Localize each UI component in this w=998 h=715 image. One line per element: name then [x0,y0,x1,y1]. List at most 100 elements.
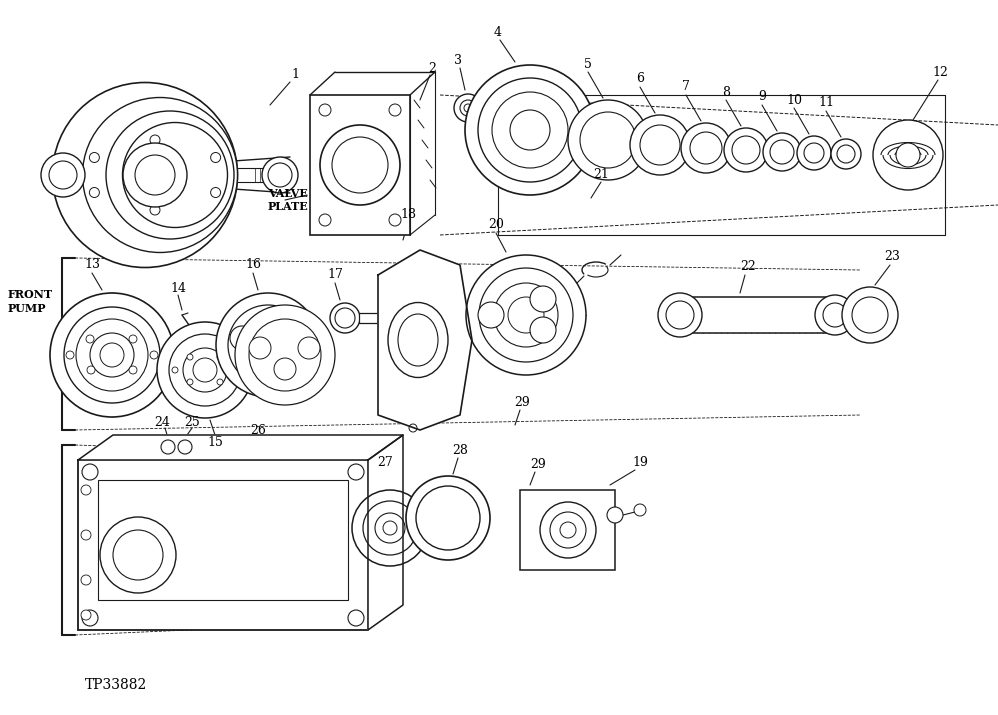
Circle shape [383,521,397,535]
Circle shape [66,351,74,359]
Circle shape [90,333,134,377]
Circle shape [298,337,320,359]
Circle shape [169,334,241,406]
Circle shape [465,65,595,195]
Circle shape [81,610,91,620]
Text: 17: 17 [327,269,343,282]
Circle shape [274,358,296,380]
Circle shape [607,507,623,523]
Circle shape [681,123,731,173]
Circle shape [837,145,855,163]
Circle shape [172,367,178,373]
Circle shape [409,424,417,432]
Circle shape [217,354,223,360]
Circle shape [90,187,100,197]
Circle shape [113,530,163,580]
Circle shape [466,255,586,375]
Text: 20: 20 [488,219,504,232]
Circle shape [724,128,768,172]
Circle shape [187,379,193,385]
Circle shape [658,293,702,337]
Circle shape [823,303,847,327]
Circle shape [352,490,428,566]
Polygon shape [378,250,472,430]
Circle shape [256,347,280,371]
Circle shape [332,137,388,193]
Circle shape [389,214,401,226]
Circle shape [81,530,91,540]
Text: 2: 2 [428,61,436,74]
Circle shape [81,575,91,585]
Circle shape [249,337,271,359]
Circle shape [348,610,364,626]
Circle shape [330,303,360,333]
Circle shape [666,301,694,329]
Text: 23: 23 [884,250,900,264]
Circle shape [123,143,187,207]
Text: 27: 27 [377,455,393,468]
Text: 28: 28 [452,443,468,456]
Circle shape [100,517,176,593]
Text: 25: 25 [184,415,200,428]
Text: 8: 8 [722,86,730,99]
Text: 21: 21 [593,167,609,180]
Circle shape [842,287,898,343]
Circle shape [217,379,223,385]
Ellipse shape [398,314,438,366]
Circle shape [348,464,364,480]
Circle shape [804,143,824,163]
Circle shape [389,104,401,116]
Circle shape [640,125,680,165]
Circle shape [510,110,550,150]
Text: 12: 12 [932,66,948,79]
Circle shape [41,153,85,197]
Circle shape [232,367,238,373]
Circle shape [550,512,586,548]
Text: PUMP: PUMP [8,302,47,313]
Circle shape [49,161,77,189]
Circle shape [389,310,405,326]
Ellipse shape [388,302,448,378]
Text: 26: 26 [250,423,265,436]
Bar [359,313,394,323]
Circle shape [393,314,401,322]
Text: 19: 19 [632,455,648,468]
Ellipse shape [53,82,238,267]
Circle shape [268,163,292,187]
Circle shape [460,100,476,116]
Circle shape [129,335,137,343]
Circle shape [211,152,221,162]
Text: 18: 18 [400,207,416,220]
Circle shape [492,92,568,168]
Text: 3: 3 [454,54,462,66]
Bar [520,490,615,570]
Circle shape [243,320,293,370]
Text: 24: 24 [154,415,170,428]
Circle shape [230,326,254,350]
Circle shape [100,343,124,367]
Circle shape [797,136,831,170]
Circle shape [416,486,480,550]
Text: 29: 29 [530,458,546,470]
Circle shape [363,501,417,555]
Circle shape [478,302,504,328]
Circle shape [530,286,556,312]
Text: 10: 10 [786,94,802,107]
Text: 11: 11 [818,97,834,109]
Circle shape [150,135,160,145]
Circle shape [630,115,690,175]
Circle shape [560,522,576,538]
Ellipse shape [123,122,228,227]
Circle shape [406,476,490,560]
Circle shape [634,504,646,516]
Circle shape [319,214,331,226]
Polygon shape [368,435,403,630]
Bar [78,460,368,630]
Text: VALVE
PLATE: VALVE PLATE [268,188,308,212]
Circle shape [211,187,221,197]
Text: FRONT: FRONT [8,290,53,300]
Circle shape [150,351,158,359]
Ellipse shape [106,111,234,239]
Circle shape [216,293,320,397]
Circle shape [690,132,722,164]
